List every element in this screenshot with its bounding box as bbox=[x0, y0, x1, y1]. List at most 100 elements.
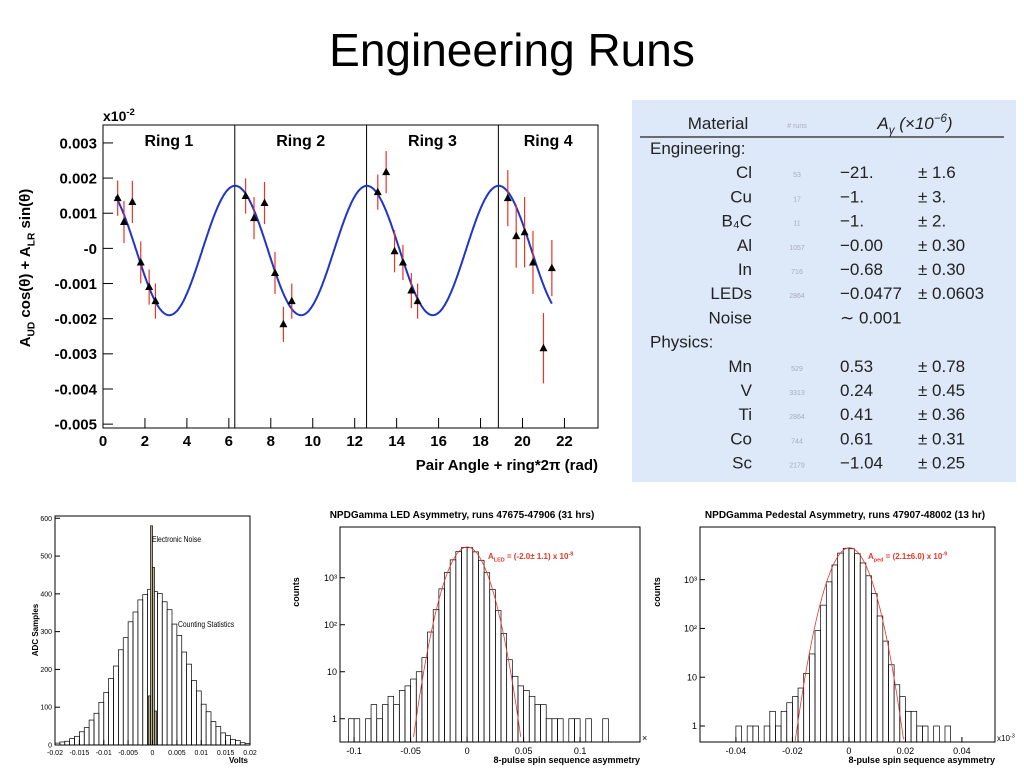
table-header: # runs bbox=[787, 123, 807, 130]
data-point bbox=[270, 268, 279, 276]
text-part: -9 bbox=[942, 552, 947, 558]
y-tick-label: 200 bbox=[40, 667, 52, 674]
y-axis-label: counts bbox=[652, 577, 662, 607]
y-tick-label: -0 bbox=[84, 241, 97, 258]
table-background bbox=[632, 100, 1016, 482]
table-cell: 529 bbox=[791, 366, 803, 373]
table-cell: 0.53 bbox=[840, 357, 873, 376]
data-point bbox=[151, 296, 160, 305]
data-point bbox=[398, 257, 407, 266]
text-part: cos(θ) + A bbox=[17, 246, 34, 322]
table-cell: 744 bbox=[791, 438, 803, 445]
fit-curve bbox=[413, 546, 522, 738]
ring-label: Ring 3 bbox=[408, 133, 457, 150]
text-part: ) bbox=[945, 114, 953, 133]
table-cell: In bbox=[738, 260, 752, 279]
table-cell: Cl bbox=[736, 163, 752, 182]
plot-frame bbox=[339, 526, 641, 743]
ring-label: Ring 1 bbox=[144, 133, 193, 150]
text-part: A bbox=[17, 336, 34, 347]
data-point bbox=[547, 263, 556, 272]
text-part: = (2.1±6.0) x 10 bbox=[883, 552, 942, 561]
table-cell: −1. bbox=[840, 212, 864, 231]
data-point bbox=[287, 296, 296, 305]
text-part: -8 bbox=[568, 552, 573, 558]
table-header: Aγ (×10−6) bbox=[876, 113, 952, 137]
chart-title: NPDGamma LED Asymmetry, runs 47675-47906… bbox=[330, 510, 595, 521]
data-point bbox=[260, 198, 269, 207]
text-part: sin(θ) bbox=[17, 189, 34, 233]
y-tick-label: 1 bbox=[692, 721, 697, 731]
table-cell: 17 bbox=[793, 196, 801, 203]
text-part: A bbox=[868, 552, 874, 561]
table-cell: V bbox=[741, 381, 753, 400]
x-tick-label: 0.05 bbox=[515, 746, 533, 756]
table-cell: −21. bbox=[840, 163, 874, 182]
x-tick-label: -0.005 bbox=[118, 750, 138, 757]
plot-frame bbox=[699, 526, 996, 743]
x-tick-label: 0 bbox=[99, 433, 107, 450]
y-tick-label: 0.003 bbox=[59, 135, 97, 152]
table-cell: Cu bbox=[730, 187, 752, 206]
x-tick-label: -0.1 bbox=[346, 746, 362, 756]
table-cell: 0.41 bbox=[840, 405, 873, 424]
x-tick-label: -0.04 bbox=[726, 746, 747, 756]
table-cell: 2179 bbox=[789, 463, 805, 470]
y-tick-label: 1 bbox=[332, 714, 337, 724]
x-tick-label: 14 bbox=[388, 433, 405, 450]
table-cell: ± 2. bbox=[918, 212, 946, 231]
annotation: Electronic Noise bbox=[152, 534, 201, 544]
table-cell: ± 3. bbox=[918, 187, 946, 206]
x-tick-label: 0.02 bbox=[243, 750, 257, 757]
data-point bbox=[539, 343, 548, 352]
x-tick-label: 0.01 bbox=[194, 750, 208, 757]
fit-curve bbox=[114, 184, 553, 317]
text-part: LR bbox=[27, 232, 38, 246]
table-cell: 53 bbox=[793, 172, 801, 179]
table-cell: 2864 bbox=[789, 293, 805, 300]
y-tick-label: 0.001 bbox=[59, 206, 97, 223]
table-cell: ∼ 0.001 bbox=[840, 308, 902, 327]
fit-curve bbox=[794, 547, 904, 742]
table-cell: 716 bbox=[791, 269, 803, 276]
x-tick-label: -0.015 bbox=[69, 750, 89, 757]
table-cell: 11 bbox=[793, 221, 800, 228]
x-tick-label: 18 bbox=[472, 433, 489, 450]
table-cell: −0.0477 bbox=[840, 284, 902, 303]
annotation: Aped = (2.1±6.0) x 10-9 bbox=[868, 552, 947, 564]
table-cell: 1057 bbox=[789, 245, 805, 252]
table-cell: 0.61 bbox=[840, 429, 873, 448]
data-point bbox=[373, 187, 382, 196]
x-axis-label: Volts bbox=[229, 756, 249, 765]
x-tick-label: 20 bbox=[514, 433, 531, 450]
y-multiplier: x10-2 bbox=[103, 107, 135, 124]
x-tick-label: 0.02 bbox=[897, 746, 915, 756]
data-point bbox=[382, 167, 391, 176]
table-cell: ± 0.45 bbox=[918, 381, 965, 400]
y-axis-label: AUD cos(θ) + ALR sin(θ) bbox=[17, 189, 38, 348]
x-tick-label: -0.05 bbox=[400, 746, 421, 756]
x-axis-label: 8-pulse spin sequence asymmetry bbox=[493, 755, 640, 765]
table-cell: ± 0.31 bbox=[918, 429, 965, 448]
plot-frame bbox=[102, 124, 599, 429]
x-tick-label: 16 bbox=[430, 433, 447, 450]
table-cell: ± 0.25 bbox=[918, 454, 965, 473]
data-point bbox=[128, 197, 137, 205]
y-tick-label: 0.002 bbox=[59, 170, 97, 187]
y-tick-label: 300 bbox=[40, 629, 52, 636]
x-tick-label: 0.1 bbox=[574, 746, 587, 756]
table-cell: ± 1.6 bbox=[918, 163, 956, 182]
table-cell: 0.24 bbox=[840, 381, 873, 400]
x-tick-label: 4 bbox=[183, 433, 192, 450]
y-axis-label: ADC Samples bbox=[31, 603, 40, 656]
y-tick-label: 10 bbox=[327, 667, 337, 677]
x-tick-label: 6 bbox=[225, 433, 233, 450]
annotation: ALED = (-2.0± 1.1) x 10-8 bbox=[488, 552, 573, 564]
table-cell: Ti bbox=[738, 405, 752, 424]
ring-label: Ring 2 bbox=[276, 133, 325, 150]
table-cell: Sc bbox=[732, 454, 752, 473]
data-point bbox=[241, 191, 250, 200]
y-tick-label: 0 bbox=[48, 743, 52, 750]
table-cell: 3313 bbox=[789, 390, 805, 397]
x-multiplier: × bbox=[642, 733, 647, 743]
